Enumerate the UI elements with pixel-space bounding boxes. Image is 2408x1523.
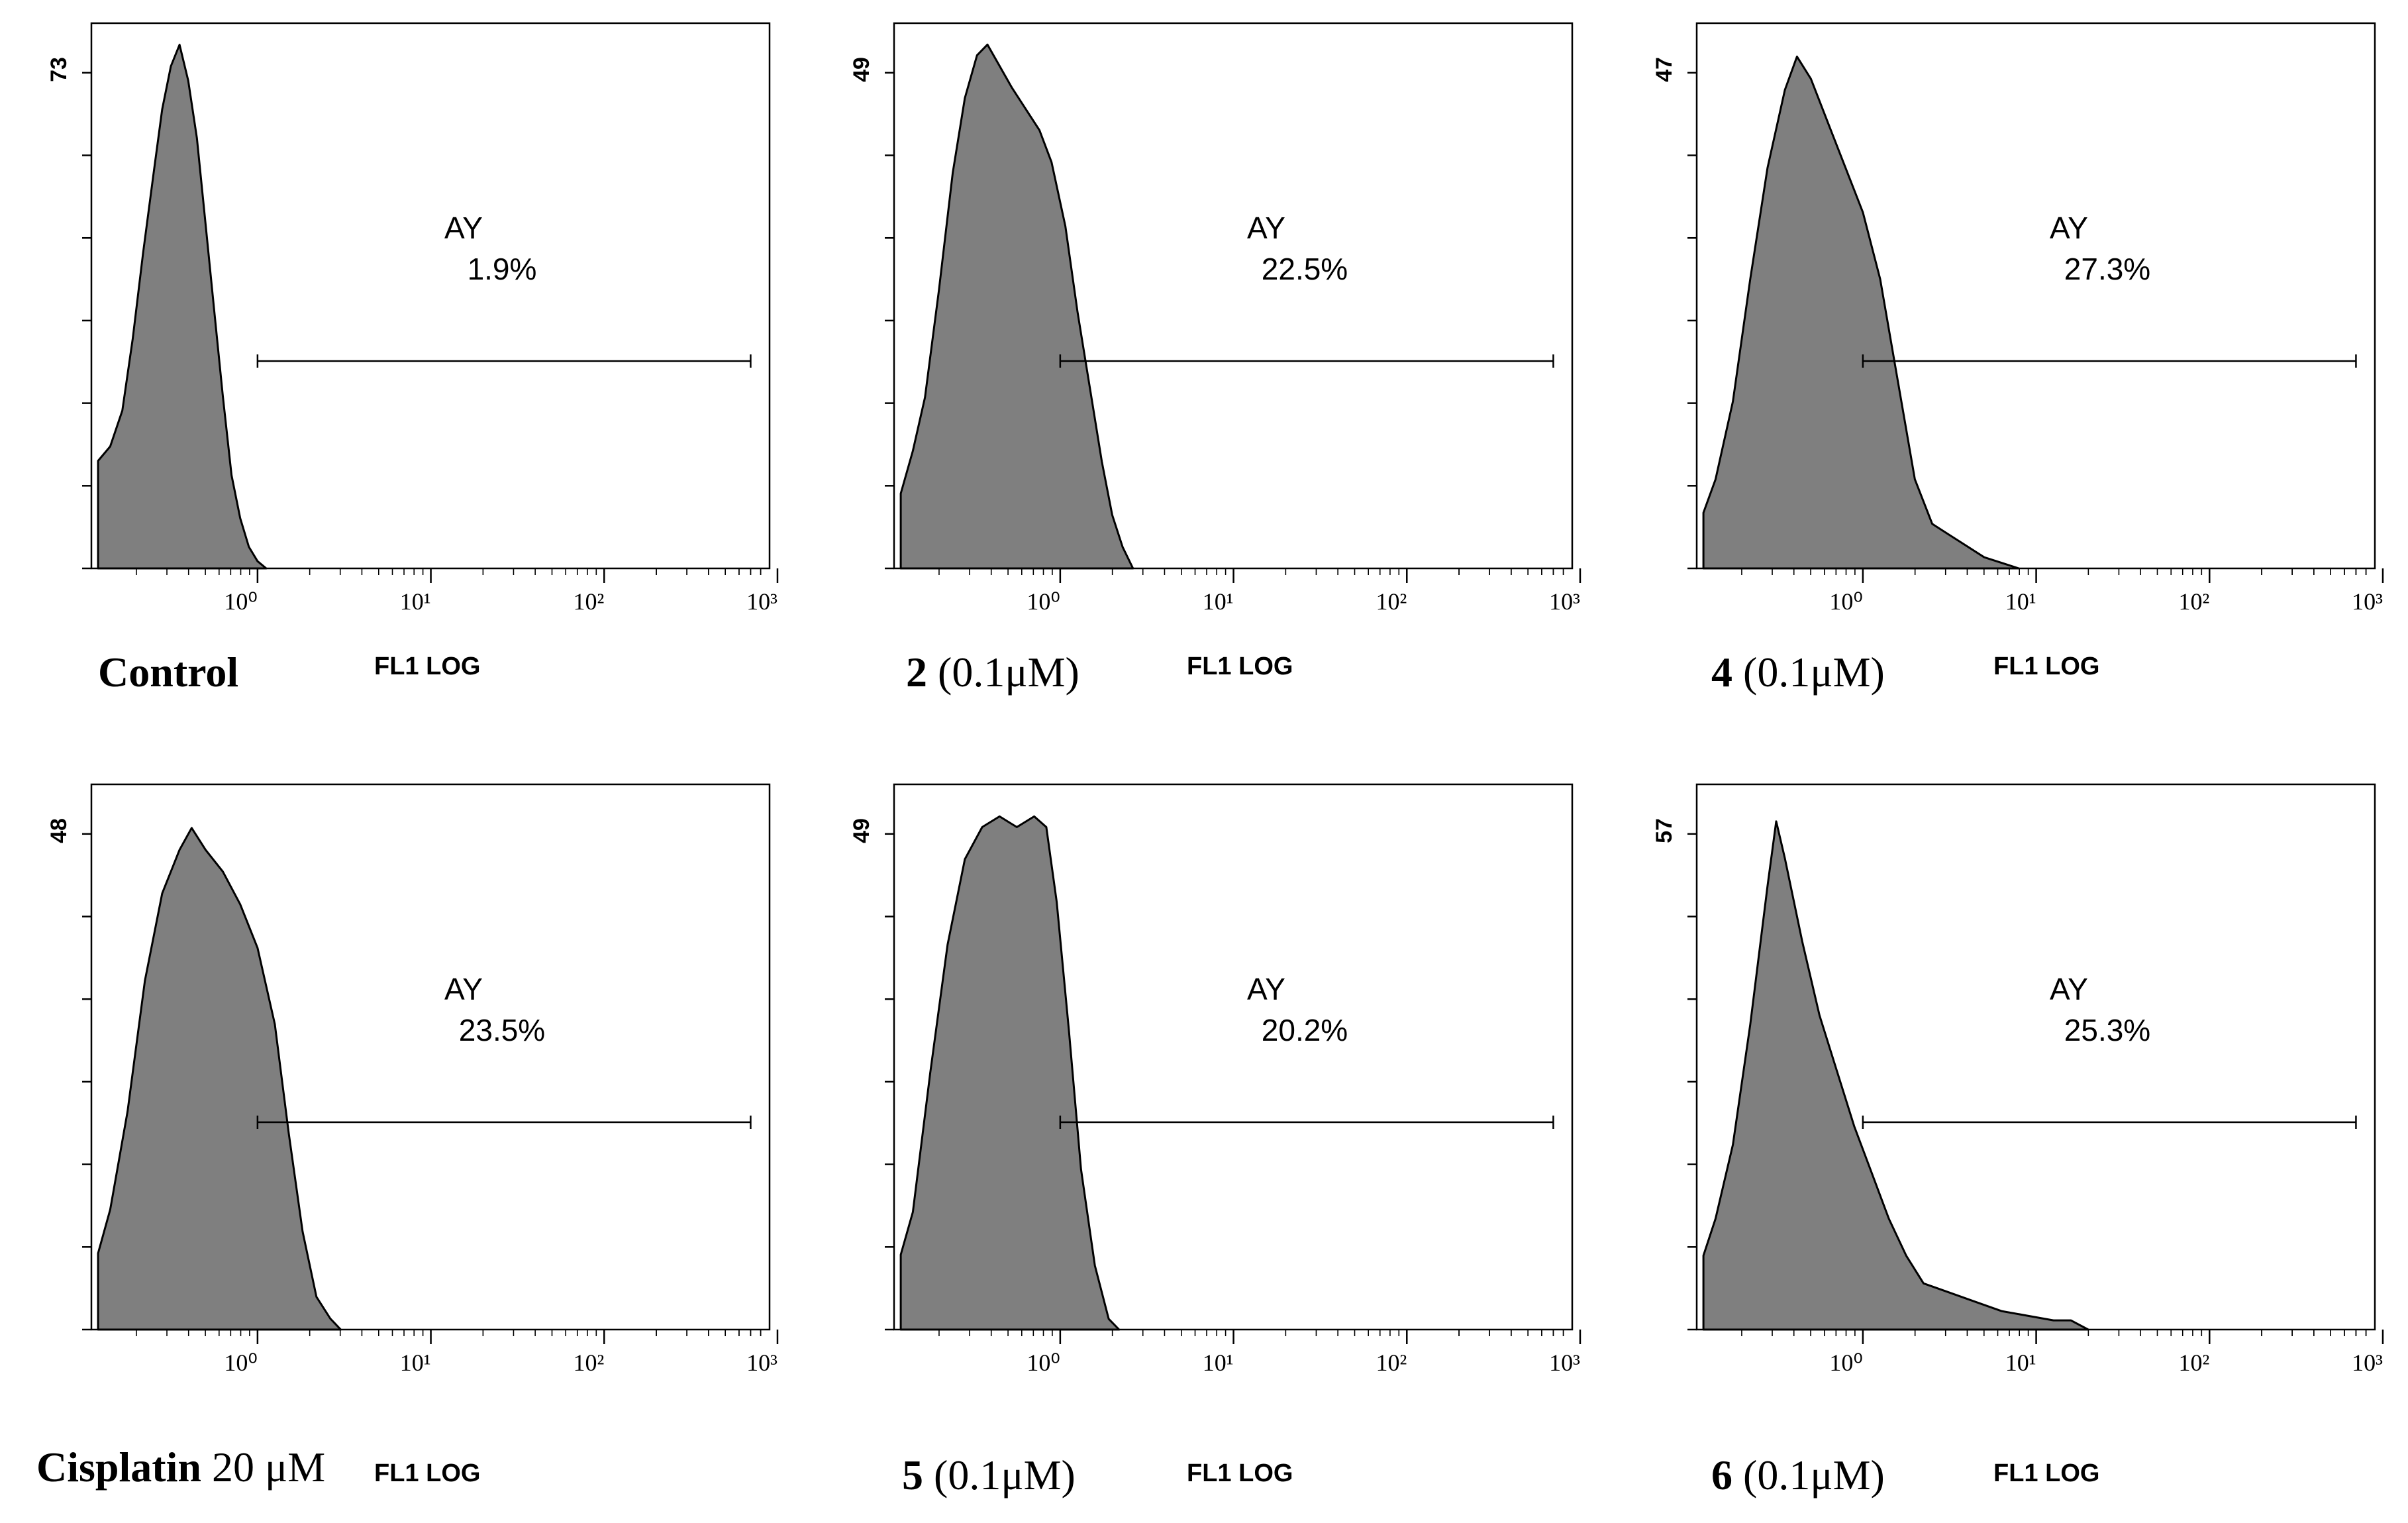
histogram-area — [899, 815, 1121, 1331]
gate-percent: 23.5% — [459, 1013, 545, 1047]
x-axis-label: FL1 LOG — [1187, 1459, 1293, 1487]
x-tick-label: 10³ — [746, 1349, 778, 1376]
x-tick-label: 10³ — [1549, 588, 1580, 615]
panel-control: 73 10⁰ 10¹ 10² 10³ AY 1.9% Control FL1 LOG — [0, 0, 803, 761]
caption-bold: 2 — [906, 649, 927, 696]
gate-percent: 27.3% — [2064, 252, 2150, 286]
gate-name: AY — [444, 211, 483, 245]
panel-cisplatin: 48 10⁰ 10¹ 10² 10³ AY 23.5% Cisplatin 20 μM FL… — [0, 761, 803, 1522]
caption-plain: (0.1μM) — [1732, 1451, 1885, 1498]
caption-plain: (0.1μM) — [1732, 649, 1885, 696]
x-axis-label: FL1 LOG — [1187, 653, 1293, 680]
x-tick-label: 10⁰ — [1027, 588, 1060, 615]
caption-compound-5: 5 (0.1μM) — [902, 1451, 1076, 1500]
x-tick-label: 10² — [573, 588, 604, 615]
x-tick-label: 10⁰ — [224, 1349, 257, 1376]
y-max-label: 73 — [46, 57, 72, 82]
gate-name: AY — [1247, 972, 1285, 1006]
histogram-compound-5: 49 10⁰ 10¹ 10² 10³ AY 20.2% — [849, 783, 1581, 1376]
caption-cisplatin: Cisplatin 20 μM — [36, 1443, 325, 1492]
histogram-area — [899, 43, 1134, 570]
caption-plain: (0.1μM) — [927, 649, 1079, 696]
gate-name: AY — [444, 972, 483, 1006]
histogram-area — [1702, 55, 2020, 570]
x-tick-label: 10² — [1376, 1349, 1407, 1376]
histogram-cisplatin: 48 10⁰ 10¹ 10² 10³ AY 23.5% — [46, 783, 779, 1376]
panel-compound-2: 49 10⁰ 10¹ 10² 10³ AY 22.5% 2 (0.1μM) FL1 LOG — [803, 0, 1605, 761]
caption-bold: 4 — [1711, 649, 1732, 696]
caption-plain: 20 μM — [201, 1444, 326, 1491]
x-tick-label: 10¹ — [2005, 588, 2036, 615]
x-axis-label: FL1 LOG — [374, 653, 481, 680]
caption-control: Control — [98, 648, 238, 697]
y-max-label: 57 — [1652, 818, 1677, 843]
x-tick-label: 10² — [1376, 588, 1407, 615]
gate-percent: 25.3% — [2064, 1013, 2150, 1047]
x-tick-label: 10¹ — [400, 588, 431, 615]
x-tick-label: 10³ — [1549, 1349, 1580, 1376]
x-tick-label: 10⁰ — [1829, 588, 1862, 615]
caption-compound-6: 6 (0.1μM) — [1711, 1451, 1885, 1500]
x-tick-label: 10³ — [2352, 1349, 2383, 1376]
x-tick-label: 10³ — [746, 588, 778, 615]
gate-percent: 20.2% — [1262, 1013, 1348, 1047]
caption-plain: (0.1μM) — [923, 1451, 1076, 1498]
panel-compound-4: 47 10⁰ 10¹ 10² 10³ AY 27.3% 4 (0.1μM) FL1 LOG — [1605, 0, 2408, 761]
y-max-label: 47 — [1652, 57, 1677, 82]
histogram-area — [97, 827, 342, 1331]
caption-bold: Cisplatin — [36, 1444, 201, 1491]
y-max-label: 49 — [849, 818, 874, 843]
caption-bold: 5 — [902, 1451, 923, 1498]
x-tick-label: 10² — [573, 1349, 604, 1376]
x-tick-label: 10⁰ — [1027, 1349, 1060, 1376]
x-axis-label: FL1 LOG — [374, 1459, 481, 1487]
gate-name: AY — [1247, 211, 1285, 245]
gate-percent: 22.5% — [1262, 252, 1348, 286]
histogram-control: 73 10⁰ 10¹ 10² 10³ AY 1.9% — [46, 22, 779, 615]
caption-compound-4: 4 (0.1μM) — [1711, 648, 1885, 697]
x-tick-label: 10⁰ — [224, 588, 257, 615]
x-tick-label: 10¹ — [2005, 1349, 2036, 1376]
gate-name: AY — [2050, 972, 2088, 1006]
x-tick-label: 10¹ — [400, 1349, 431, 1376]
histogram-compound-4: 47 10⁰ 10¹ 10² 10³ AY 27.3% — [1652, 22, 2384, 615]
x-tick-label: 10¹ — [1203, 1349, 1234, 1376]
panel-compound-6: 57 10⁰ 10¹ 10² 10³ AY 25.3% 6 (0.1μM) FL1 LOG — [1605, 761, 2408, 1522]
gate-name: AY — [2050, 211, 2088, 245]
panel-compound-5: 49 10⁰ 10¹ 10² 10³ AY 20.2% 5 (0.1μM) FL1 LOG — [803, 761, 1605, 1522]
x-tick-label: 10³ — [2352, 588, 2383, 615]
x-tick-label: 10¹ — [1203, 588, 1234, 615]
x-axis-label: FL1 LOG — [1993, 653, 2100, 680]
y-max-label: 49 — [849, 57, 874, 82]
caption-compound-2: 2 (0.1μM) — [906, 648, 1079, 697]
y-max-label: 48 — [46, 818, 72, 843]
histogram-area — [97, 44, 268, 570]
gate-percent: 1.9% — [468, 252, 537, 286]
caption-bold: 6 — [1711, 1451, 1732, 1498]
x-tick-label: 10² — [2178, 588, 2209, 615]
histogram-compound-6: 57 10⁰ 10¹ 10² 10³ AY 25.3% — [1652, 783, 2384, 1376]
histogram-compound-2: 49 10⁰ 10¹ 10² 10³ AY 22.5% — [849, 22, 1581, 615]
x-tick-label: 10² — [2178, 1349, 2209, 1376]
x-tick-label: 10⁰ — [1829, 1349, 1862, 1376]
x-axis-label: FL1 LOG — [1993, 1459, 2100, 1487]
histogram-area — [1702, 820, 2089, 1331]
caption-bold: Control — [98, 649, 239, 696]
